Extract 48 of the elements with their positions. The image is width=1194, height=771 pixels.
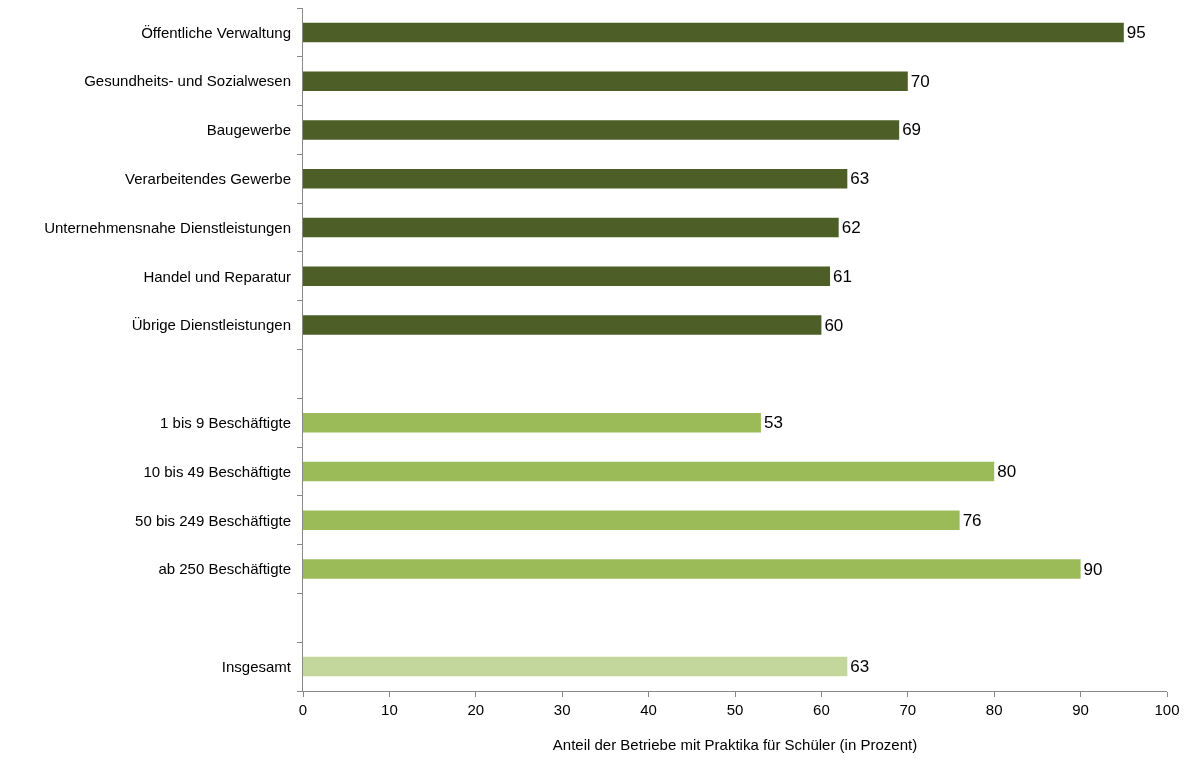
data-label: 53 [763, 413, 783, 433]
bar [303, 120, 900, 140]
x-tick-label: 40 [640, 701, 657, 718]
bar [303, 22, 1124, 43]
data-label: 80 [997, 461, 1017, 481]
data-label: 69 [902, 120, 922, 140]
x-tick-label: 80 [985, 701, 1003, 718]
x-tick-label: 70 [899, 701, 917, 718]
data-label: 95 [1126, 22, 1146, 42]
x-tick-label: 30 [553, 701, 571, 718]
y-tick-label: ab 250 Beschäftigte [158, 560, 291, 578]
data-label: 63 [850, 169, 870, 189]
y-tick-label: Gesundheits- und Sozialwesen [84, 72, 291, 90]
x-tick-label: 90 [1072, 701, 1089, 718]
x-tick-label: 60 [813, 701, 830, 718]
y-tick-label: Verarbeitendes Gewerbe [125, 170, 291, 187]
y-tick-label: Übrige Dienstleistungen [131, 316, 291, 334]
bar [303, 71, 908, 91]
x-axis-title: Anteil der Betriebe mit Praktika für Schüler (in Prozent) [552, 736, 918, 753]
x-tick-label: 20 [467, 701, 485, 718]
bar [303, 510, 960, 531]
bar [303, 461, 995, 482]
y-tick-label: Baugewerbe [206, 121, 291, 139]
y-tick-label: Handel und Reparatur [143, 267, 291, 285]
y-tick-label: Unternehmensnahe Dienstleistungen [44, 218, 291, 236]
data-label: 76 [962, 510, 982, 530]
y-tick-label: 1 bis 9 Beschäftigte [160, 413, 291, 431]
bar [303, 315, 822, 335]
x-tick-label: 100 [1154, 701, 1180, 718]
y-tick-label: Öffentliche Verwaltung [141, 23, 291, 41]
data-label: 60 [824, 315, 844, 335]
data-label: 70 [910, 71, 930, 91]
data-label: 90 [1083, 559, 1103, 579]
bar [303, 412, 761, 433]
bar [303, 168, 848, 189]
data-label: 63 [850, 657, 870, 677]
bar [303, 217, 839, 238]
y-tick-label: 50 bis 249 Beschäftigte [135, 511, 291, 529]
bar [303, 559, 1081, 579]
data-label: 61 [833, 266, 852, 286]
y-tick-label: 10 bis 49 Beschäftigte [143, 462, 291, 480]
x-tick-label: 50 [726, 701, 744, 718]
x-tick-label: 10 [381, 701, 398, 718]
x-tick-label: 0 [298, 701, 308, 718]
data-label: 62 [841, 218, 861, 238]
bar [303, 656, 848, 677]
y-tick-label: Insgesamt [221, 657, 292, 675]
bar [303, 266, 831, 287]
